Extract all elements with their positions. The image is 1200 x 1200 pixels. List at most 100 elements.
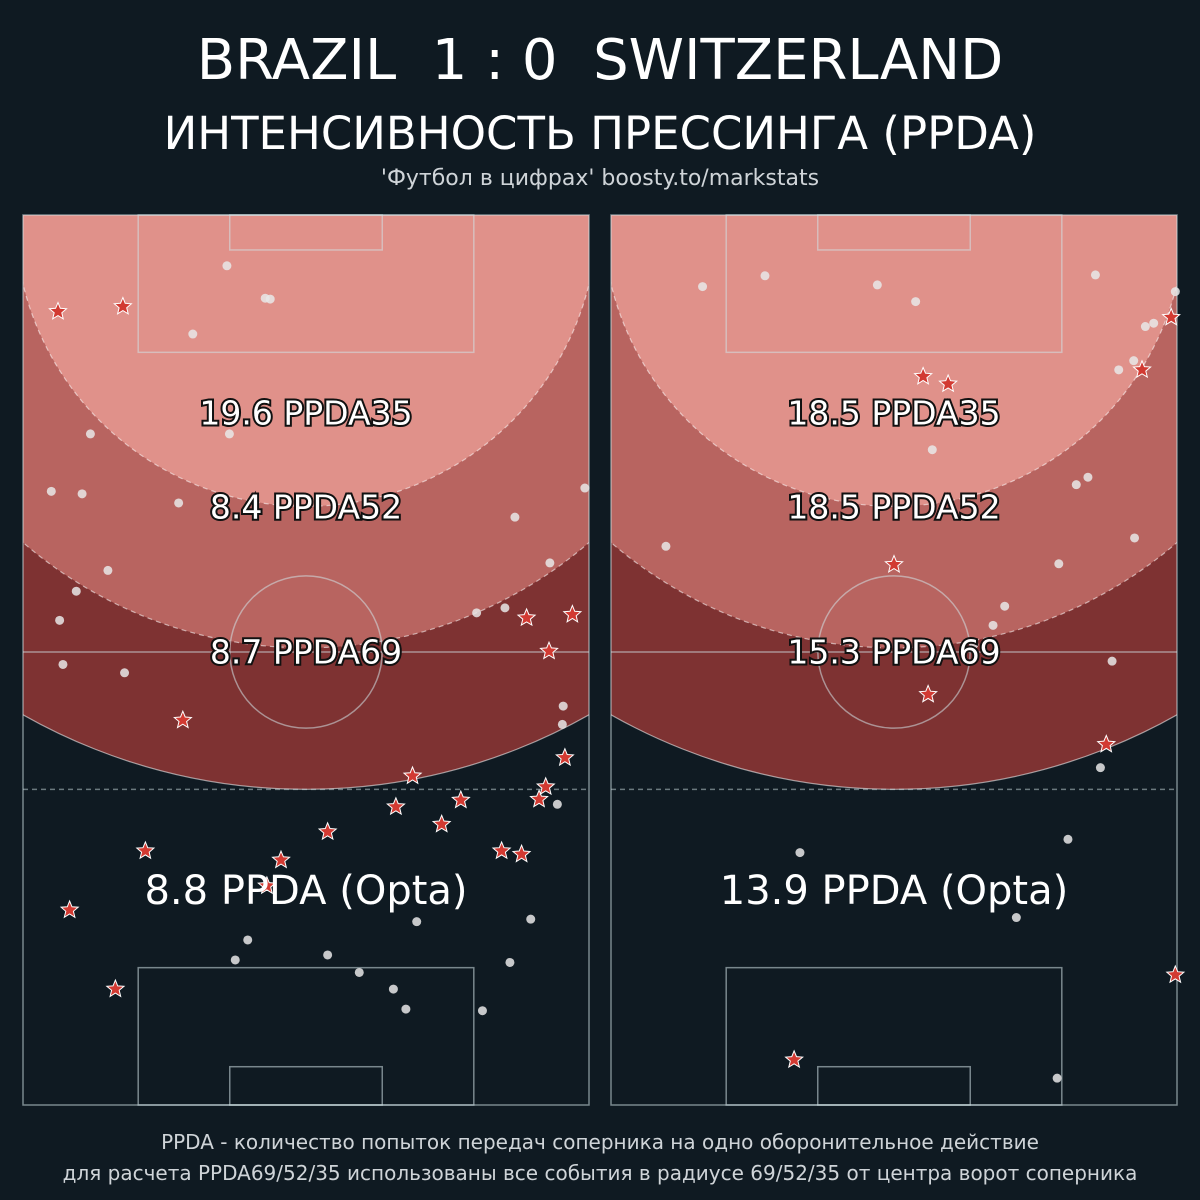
pass-dot — [412, 917, 422, 927]
pass-dot — [388, 984, 398, 994]
pass-dot — [1063, 834, 1073, 844]
defensive-action-star — [784, 1049, 804, 1069]
pass-dot — [477, 1006, 487, 1016]
defensive-action-star — [1161, 307, 1181, 326]
pass-dot — [1140, 322, 1150, 332]
pass-dot — [46, 486, 56, 496]
defensive-action-star — [529, 788, 549, 808]
pass-dot — [77, 489, 87, 499]
pass-dot — [120, 668, 130, 678]
defensive-action-star — [884, 554, 904, 573]
pass-dot — [545, 558, 555, 568]
pass-dot — [580, 483, 590, 493]
defensive-action-star — [516, 607, 537, 627]
pass-dot — [354, 967, 364, 977]
center-circle — [817, 575, 971, 729]
goal-area-top — [229, 214, 383, 251]
pass-dot — [55, 615, 65, 625]
defensive-action-star — [535, 776, 556, 796]
pass-dot — [1000, 601, 1010, 611]
pass-dot — [698, 282, 708, 292]
zone-label-ppda69: 8.7 PPDA69 — [210, 632, 402, 671]
defensive-action-star — [913, 366, 933, 385]
pass-dot — [71, 586, 81, 596]
center-circle — [229, 575, 383, 729]
pass-dot — [222, 261, 232, 271]
defensive-action-star — [562, 604, 583, 623]
pass-dot — [174, 498, 184, 508]
pass-dot — [1071, 480, 1081, 490]
pass-dot — [927, 445, 937, 455]
pass-dot — [265, 294, 275, 304]
pass-dot — [1107, 656, 1117, 666]
defensive-action-star — [511, 843, 532, 863]
pass-dot — [661, 541, 671, 551]
pass-dot — [58, 659, 68, 669]
defensive-action-star — [257, 875, 277, 895]
opta-ppda-label: 8.8 PPDA (Opta) — [144, 868, 467, 914]
pass-dot — [760, 271, 770, 281]
pass-dot — [1149, 318, 1159, 328]
pitch-brazil: 8.7 PPDA69 8.4 PPDA52 19.6 PPDA35 8.8 PPDA … — [22, 214, 590, 1106]
defensive-action-star — [59, 899, 80, 919]
pass-dot — [1170, 287, 1180, 297]
pass-dot — [224, 429, 234, 439]
defensive-action-star — [113, 296, 133, 315]
zone-label-ppda35: 18.5 PPDA35 — [787, 393, 1000, 432]
zone-ppda35 — [611, 215, 1177, 507]
zones — [23, 215, 589, 790]
pitch-switzerland: 15.3 PPDA69 18.5 PPDA52 18.5 PPDA35 13.9 PP… — [610, 214, 1186, 1106]
passes — [46, 261, 590, 1016]
defensive-action-star — [555, 747, 575, 767]
defensive-action-star — [491, 840, 512, 860]
defensive-action-star — [402, 765, 423, 785]
match-title: BRAZIL 1 : 0 SWITZERLAND — [196, 28, 1004, 93]
pitch-lines — [610, 214, 1178, 1106]
pass-dot — [243, 935, 253, 945]
defensive-action-star — [1132, 359, 1152, 379]
goal-area-top — [817, 214, 971, 251]
pass-dot — [1090, 270, 1100, 280]
defensive-action-star — [1096, 734, 1117, 753]
defensive-action-star — [48, 301, 68, 320]
pass-dot — [1011, 913, 1021, 923]
goal-area-bottom — [229, 1065, 383, 1106]
defensive-action-star — [431, 813, 452, 833]
defensive-actions — [784, 307, 1186, 1069]
zones — [611, 215, 1177, 790]
defensive-actions — [48, 296, 583, 998]
zone-label-ppda35: 19.6 PPDA35 — [199, 393, 412, 432]
pass-dot — [505, 957, 515, 967]
pass-dot — [1083, 472, 1093, 482]
footnote-method: для расчета PPDA69/52/35 использованы вс… — [62, 1161, 1138, 1185]
pass-dot — [500, 603, 510, 613]
defensive-action-star — [386, 796, 406, 816]
pass-dot — [911, 297, 921, 307]
passes — [661, 270, 1180, 1083]
pass-dot — [795, 848, 805, 858]
defensive-action-star — [135, 840, 156, 860]
pass-dot — [1130, 533, 1140, 543]
defensive-action-star — [938, 373, 958, 393]
opta-ppda-label: 13.9 PPDA (Opta) — [720, 868, 1068, 914]
defensive-action-star — [451, 789, 471, 809]
pass-dot — [552, 799, 562, 809]
pass-dot — [988, 620, 998, 630]
pass-dot — [230, 955, 240, 965]
goal-area-bottom — [817, 1065, 971, 1106]
pitch-lines — [22, 214, 590, 1106]
pass-dot — [1052, 1073, 1062, 1083]
pass-dot — [103, 565, 113, 575]
penalty-box-bottom — [725, 966, 1063, 1106]
defensive-action-star — [271, 849, 291, 869]
defensive-action-star — [105, 978, 126, 998]
pass-dot — [557, 719, 567, 729]
defensive-action-star — [539, 640, 559, 660]
penalty-box-bottom — [137, 966, 475, 1106]
zone-label-ppda69: 15.3 PPDA69 — [787, 632, 1000, 671]
pass-dot — [1054, 559, 1064, 569]
pass-dot — [1114, 365, 1124, 375]
pass-dot — [1095, 763, 1105, 773]
pass-dot — [558, 701, 568, 711]
